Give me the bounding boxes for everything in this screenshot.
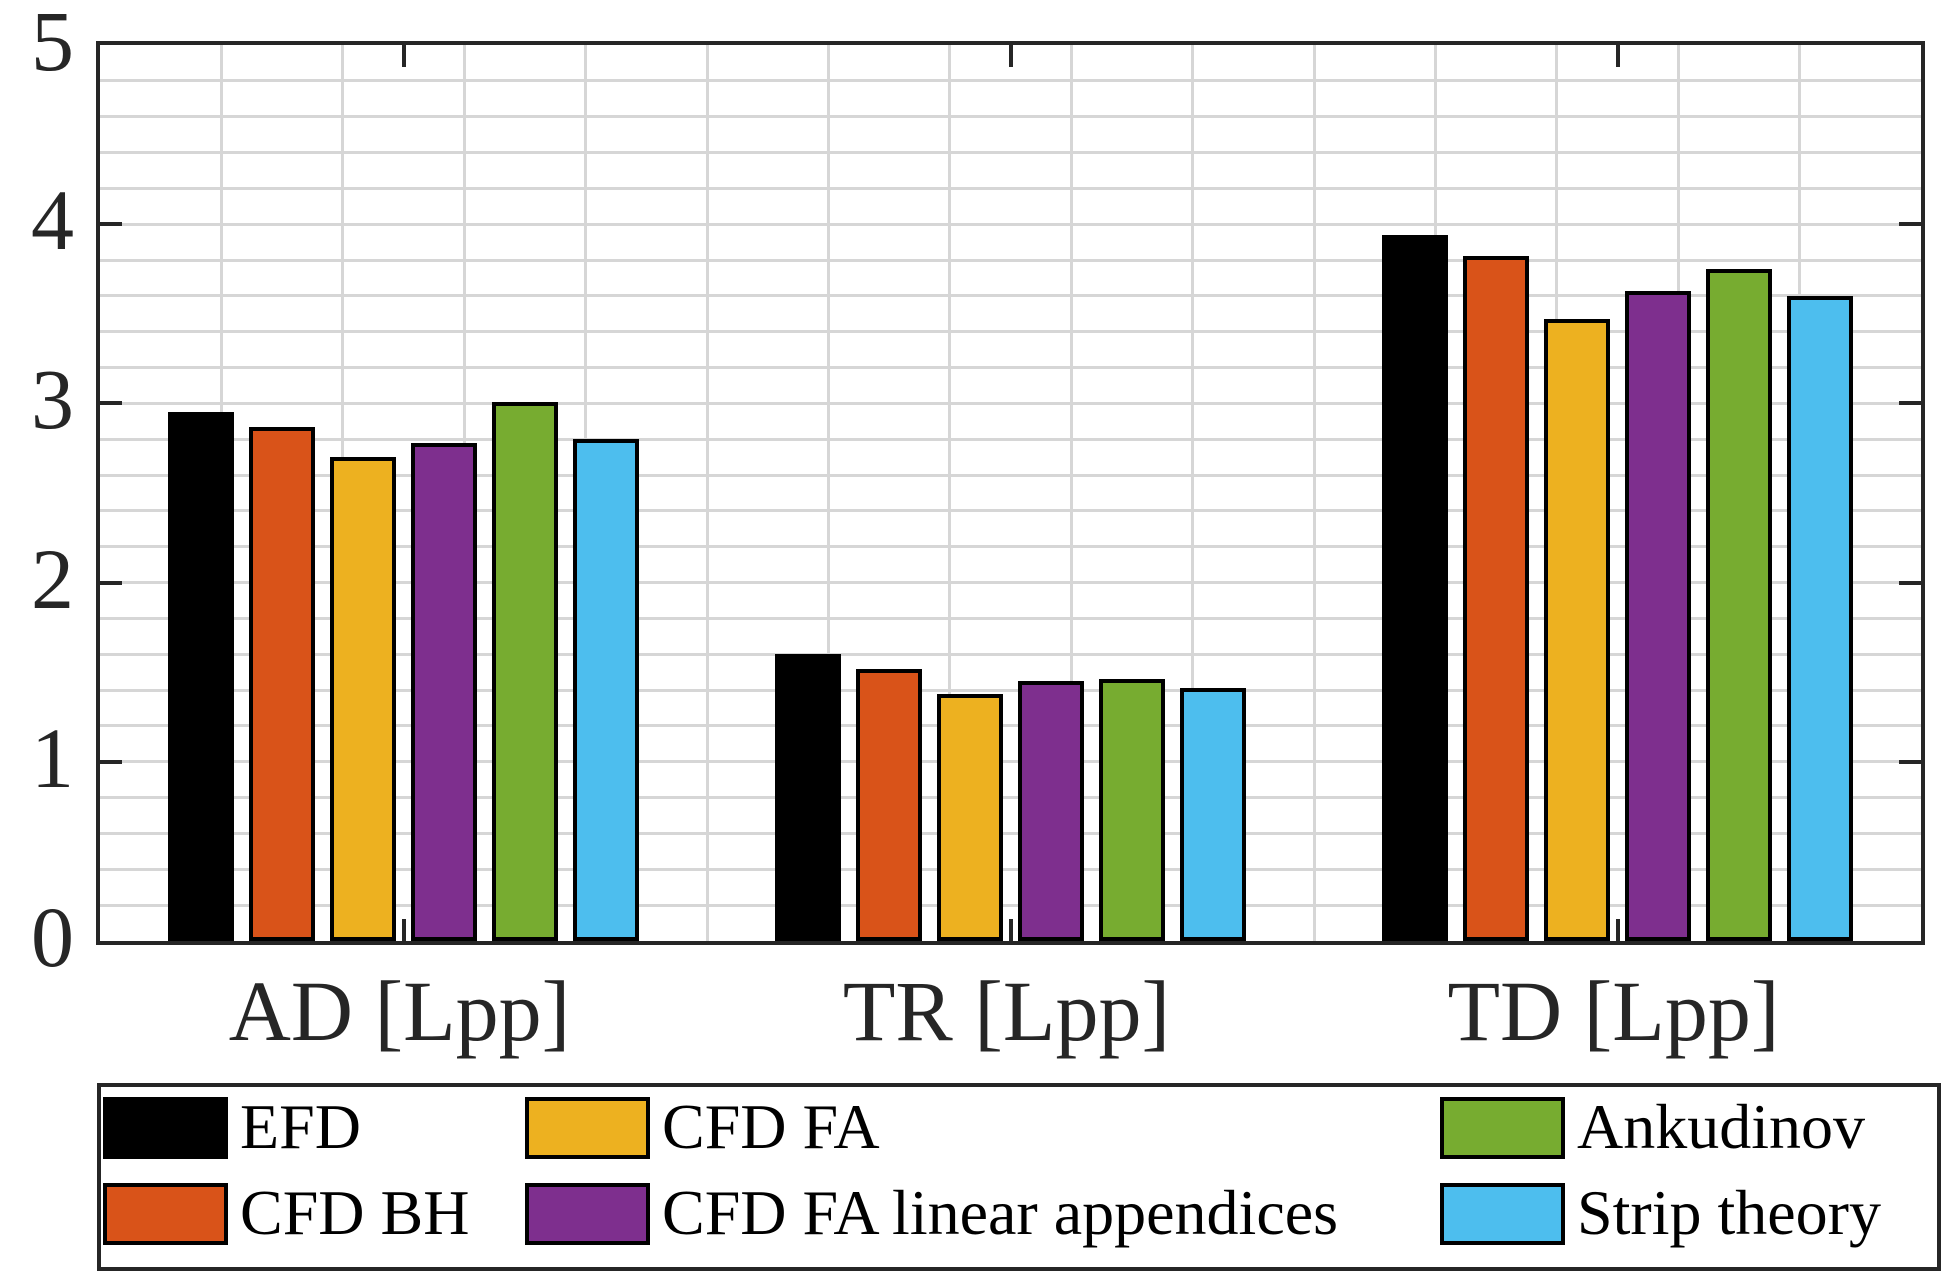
y-tick-right [1899,222,1921,227]
bar-strip-theory-0 [572,439,639,941]
legend-swatch-ankudinov [1440,1097,1565,1159]
bars [100,45,1921,941]
bar-cfd-bh-2 [1463,256,1530,941]
h-gridline [100,903,1921,907]
bar-cfd-fa-2 [1544,319,1611,941]
h-gridline [100,831,1921,835]
h-gridline [100,151,1921,155]
y-tick-label: 0 [31,889,74,985]
h-gridline [100,796,1921,800]
legend-swatch-cfd-bh [103,1183,228,1245]
y-tick-label: 3 [31,351,74,448]
bar-cfd-bh-1 [856,668,923,941]
h-gridline [100,79,1921,83]
h-gridline [100,581,1921,585]
h-gridline [100,867,1921,871]
bar-cfd-fa-linear-appendices-0 [410,442,477,941]
h-gridline [100,222,1921,226]
bar-ankudinov-1 [1098,679,1165,941]
h-gridline [100,186,1921,190]
bar-efd-2 [1382,234,1449,941]
x-tick-bottom [1008,919,1013,941]
y-tick-left [100,580,122,585]
axis-ticks [100,45,1921,941]
v-gridline [826,45,830,941]
x-tick-top [1008,45,1013,67]
legend-swatch-cfd-fa-linear-appendices [525,1183,650,1245]
legend: EFD CFD BH CFD FA CFD FA linear appendices A… [97,1083,1941,1271]
h-gridline [100,294,1921,298]
x-tick-top [401,45,406,67]
h-gridline [100,115,1921,119]
v-gridline [1312,45,1316,941]
x-category-label: TD [Lpp] [1447,963,1780,1059]
bar-cfd-fa-linear-appendices-2 [1624,290,1691,941]
h-gridline [100,616,1921,620]
y-tick-label: 5 [31,0,74,89]
x-tick-bottom [1615,919,1620,941]
h-gridline [100,401,1921,405]
v-gridline [705,45,709,941]
legend-swatch-strip-theory [1440,1183,1565,1245]
legend-label-ankudinov: Ankudinov [1577,1091,1865,1162]
bar-strip-theory-2 [1786,295,1853,941]
h-gridline [100,688,1921,692]
x-category-label: AD [Lpp] [228,963,571,1059]
bar-strip-theory-1 [1179,688,1246,941]
y-tick-label: 2 [31,530,74,627]
bar-cfd-fa-0 [330,457,397,941]
h-gridline [100,545,1921,549]
x-category-label: TR [Lpp] [842,963,1171,1059]
legend-label-efd: EFD [240,1091,361,1162]
y-tick-left [100,759,122,764]
y-tick-right [1899,759,1921,764]
legend-swatch-cfd-fa [525,1097,650,1159]
bar-efd-1 [775,654,842,941]
h-gridline [100,473,1921,477]
x-tick-bottom [401,919,406,941]
h-gridline [100,366,1921,370]
bar-ankudinov-0 [491,401,558,941]
legend-label-cfd-fa-linear-appendices: CFD FA linear appendices [662,1177,1339,1248]
h-gridline [100,437,1921,441]
y-tick-label: 4 [31,172,74,269]
legend-swatch-efd [103,1097,228,1159]
bar-ankudinov-2 [1705,269,1772,941]
plot-area [96,41,1925,945]
h-gridline [100,760,1921,764]
h-gridline [100,330,1921,334]
v-gridline [1069,45,1073,941]
x-tick-top [1615,45,1620,67]
h-gridline [100,509,1921,513]
bar-efd-0 [168,412,235,941]
h-gridline [100,724,1921,728]
bar-cfd-fa-linear-appendices-1 [1017,681,1084,941]
y-tick-left [100,401,122,406]
h-gridline [100,652,1921,656]
legend-label-strip-theory: Strip theory [1577,1177,1881,1248]
bar-cfd-bh-0 [249,426,316,941]
legend-label-cfd-bh: CFD BH [240,1177,470,1248]
v-gridline [948,45,952,941]
h-gridline [100,258,1921,262]
legend-label-cfd-fa: CFD FA [662,1091,880,1162]
y-tick-label: 1 [31,709,74,806]
bar-cfd-fa-1 [937,693,1004,941]
v-gridline [1191,45,1195,941]
y-tick-right [1899,580,1921,585]
y-tick-left [100,222,122,227]
y-tick-right [1899,401,1921,406]
